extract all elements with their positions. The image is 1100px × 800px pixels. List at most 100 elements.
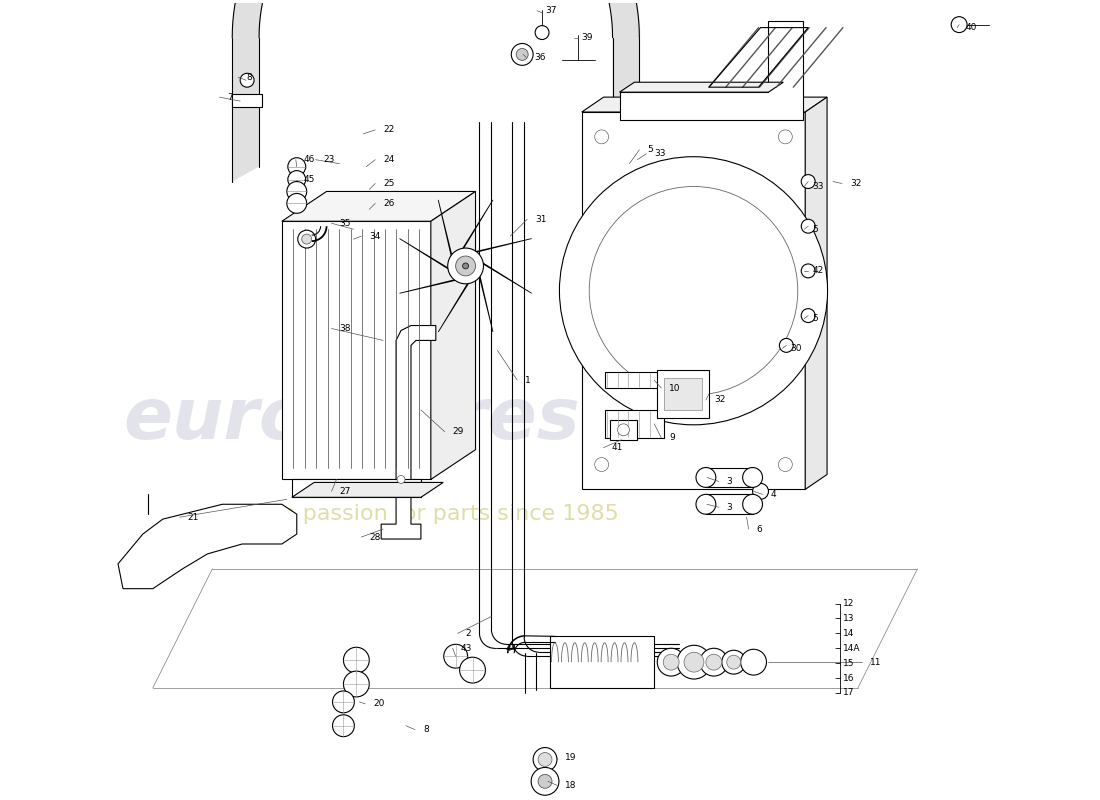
Text: 45: 45 (304, 175, 315, 184)
Circle shape (343, 647, 370, 673)
Circle shape (706, 654, 722, 670)
Circle shape (332, 714, 354, 737)
Text: 35: 35 (340, 218, 351, 228)
Text: 30: 30 (790, 344, 802, 353)
Text: 12: 12 (843, 599, 855, 608)
Circle shape (595, 130, 608, 144)
Text: 5: 5 (812, 314, 818, 323)
Circle shape (287, 182, 307, 202)
Text: 21: 21 (187, 513, 199, 522)
Text: a passion for parts since 1985: a passion for parts since 1985 (283, 504, 619, 524)
Text: 37: 37 (544, 6, 557, 15)
Circle shape (663, 654, 679, 670)
Circle shape (535, 26, 549, 39)
Circle shape (512, 43, 534, 66)
Text: 3: 3 (727, 477, 733, 486)
Text: 5: 5 (812, 225, 818, 234)
Circle shape (700, 648, 728, 676)
Circle shape (332, 691, 354, 713)
Text: 29: 29 (453, 427, 464, 436)
Polygon shape (292, 482, 443, 498)
Text: 3: 3 (727, 502, 733, 512)
Polygon shape (431, 191, 475, 479)
Polygon shape (438, 200, 456, 274)
Polygon shape (232, 0, 639, 38)
Text: eurospares: eurospares (123, 386, 580, 454)
Polygon shape (582, 112, 805, 490)
Circle shape (516, 49, 528, 60)
Text: 22: 22 (383, 126, 395, 134)
Bar (664, 378, 702, 410)
Polygon shape (605, 410, 664, 438)
Polygon shape (458, 238, 531, 257)
Text: 32: 32 (850, 179, 861, 188)
Polygon shape (613, 38, 639, 315)
Text: 15: 15 (843, 658, 855, 668)
Text: 9: 9 (669, 434, 675, 442)
Bar (550, 636, 654, 688)
Text: 36: 36 (535, 53, 546, 62)
Text: 16: 16 (843, 674, 855, 682)
Circle shape (288, 158, 306, 175)
Polygon shape (438, 267, 477, 332)
Text: 46: 46 (304, 155, 315, 164)
Circle shape (617, 424, 629, 436)
Circle shape (288, 170, 306, 189)
Circle shape (952, 17, 967, 33)
Text: 27: 27 (340, 487, 351, 496)
Text: 24: 24 (383, 155, 395, 164)
Text: 32: 32 (714, 395, 725, 405)
Text: 20: 20 (373, 699, 385, 708)
Circle shape (740, 650, 767, 675)
Text: 17: 17 (843, 689, 855, 698)
Text: 31: 31 (535, 214, 547, 224)
Circle shape (696, 467, 716, 487)
Polygon shape (399, 238, 464, 278)
Text: 14A: 14A (843, 644, 860, 653)
Circle shape (448, 248, 484, 284)
Circle shape (779, 458, 792, 471)
Polygon shape (118, 504, 297, 589)
Polygon shape (706, 494, 752, 514)
Circle shape (722, 650, 746, 674)
Polygon shape (382, 326, 436, 539)
Circle shape (684, 652, 704, 672)
Text: 43: 43 (461, 644, 472, 653)
Circle shape (678, 646, 711, 679)
Circle shape (742, 494, 762, 514)
Text: 8: 8 (246, 73, 252, 82)
Polygon shape (466, 254, 531, 294)
Polygon shape (658, 370, 708, 418)
Text: 8: 8 (422, 725, 429, 734)
Circle shape (779, 130, 792, 144)
Circle shape (595, 458, 608, 471)
Text: 38: 38 (340, 324, 351, 333)
Circle shape (343, 671, 370, 697)
Circle shape (657, 648, 685, 676)
Polygon shape (282, 191, 475, 222)
Circle shape (742, 467, 762, 487)
Polygon shape (282, 222, 431, 479)
Circle shape (560, 157, 827, 425)
Circle shape (443, 644, 468, 668)
Circle shape (301, 234, 311, 244)
Text: 13: 13 (843, 614, 855, 623)
Circle shape (590, 186, 798, 395)
Text: 26: 26 (383, 199, 395, 208)
Text: 42: 42 (812, 266, 824, 275)
Circle shape (801, 264, 815, 278)
Polygon shape (453, 200, 493, 265)
Text: 5: 5 (647, 146, 653, 154)
Text: 2: 2 (465, 629, 471, 638)
Circle shape (801, 174, 815, 189)
Circle shape (801, 309, 815, 322)
Circle shape (460, 658, 485, 683)
Circle shape (287, 194, 307, 214)
Polygon shape (232, 38, 258, 182)
Polygon shape (475, 258, 493, 332)
Polygon shape (605, 372, 664, 388)
Polygon shape (232, 94, 262, 107)
Circle shape (298, 230, 316, 248)
Text: 33: 33 (812, 182, 824, 191)
Text: 10: 10 (669, 383, 681, 393)
